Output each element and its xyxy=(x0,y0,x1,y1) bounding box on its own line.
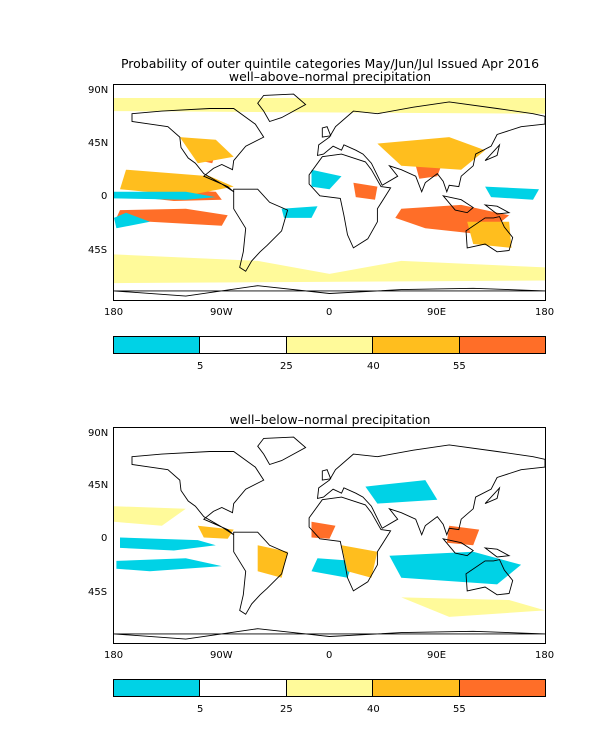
probability-region xyxy=(114,98,545,114)
coastline xyxy=(308,496,392,592)
probability-region xyxy=(120,537,216,551)
probability-region xyxy=(311,558,354,578)
probability-region xyxy=(311,521,336,539)
colorbar-tick-55: 55 xyxy=(453,704,466,715)
coastline xyxy=(316,101,545,194)
panel-2-lat-45s: 45S xyxy=(88,587,108,598)
panel-2-colorbar xyxy=(113,679,546,697)
colorbar-segment xyxy=(286,337,374,353)
coastline xyxy=(321,469,332,481)
panel-2-lon-180w: 180 xyxy=(104,650,124,661)
colorbar-tick-5: 5 xyxy=(197,704,204,715)
panel-2-lon-90e: 90E xyxy=(427,650,447,661)
coastline xyxy=(233,188,289,272)
coastline xyxy=(321,126,332,138)
panel-1-colorbar xyxy=(113,336,546,354)
probability-region xyxy=(377,137,486,170)
probability-region xyxy=(257,545,288,578)
coastline xyxy=(316,444,545,537)
colorbar-segment xyxy=(114,680,201,696)
panel-1-lon-90e: 90E xyxy=(427,307,447,318)
panel-1-lat-0: 0 xyxy=(101,191,108,202)
panel-1-lat-45s: 45S xyxy=(88,245,108,256)
coastline xyxy=(484,143,501,162)
coastline xyxy=(484,486,501,505)
panel-1-map xyxy=(113,84,546,301)
colorbar-tick-25: 25 xyxy=(280,704,293,715)
panel-2-lon-180e: 180 xyxy=(535,650,555,661)
panel-2-lon-0: 0 xyxy=(326,650,333,661)
colorbar-tick-55: 55 xyxy=(453,361,466,372)
map-canvas xyxy=(114,436,545,640)
probability-region xyxy=(365,480,438,504)
colorbar-tick-25: 25 xyxy=(280,361,293,372)
probability-region xyxy=(353,182,378,200)
coastline xyxy=(131,451,265,536)
probability-region xyxy=(197,525,234,539)
coastline xyxy=(114,628,545,640)
colorbar-tick-40: 40 xyxy=(367,361,380,372)
coastline xyxy=(442,195,474,214)
coastline xyxy=(442,538,474,557)
coastline xyxy=(308,153,392,249)
coastline xyxy=(465,216,514,253)
panel-2-lat-45n: 45N xyxy=(88,480,109,491)
coastline xyxy=(131,108,265,193)
coastline xyxy=(465,559,514,596)
panel-1-lon-90w: 90W xyxy=(210,307,233,318)
probability-region xyxy=(401,597,545,617)
panel-2-lat-0: 0 xyxy=(101,533,108,544)
colorbar-tick-40: 40 xyxy=(367,704,380,715)
probability-region xyxy=(281,206,318,218)
probability-region xyxy=(311,169,342,190)
panel-2-map xyxy=(113,427,546,644)
probability-region xyxy=(485,186,539,200)
panel-1-lon-0: 0 xyxy=(326,307,333,318)
coastline xyxy=(257,93,307,123)
probability-region xyxy=(114,212,150,229)
panel-1-lat-45n: 45N xyxy=(88,138,109,149)
colorbar-segment xyxy=(200,337,287,353)
colorbar-tick-5: 5 xyxy=(197,361,204,372)
colorbar-segment xyxy=(459,337,546,353)
map-canvas xyxy=(114,93,545,297)
probability-region xyxy=(116,208,228,226)
probability-region xyxy=(114,254,545,284)
probability-region xyxy=(467,221,512,248)
panel-1-lat-90n: 90N xyxy=(88,85,109,96)
probability-region xyxy=(114,506,186,526)
probability-region xyxy=(341,545,378,578)
probability-region xyxy=(120,169,234,196)
colorbar-segment xyxy=(459,680,546,696)
figure-title: Probability of outer quintile categories… xyxy=(120,56,540,71)
coastline xyxy=(483,547,511,558)
panel-2-lon-90w: 90W xyxy=(210,650,233,661)
colorbar-segment xyxy=(286,680,374,696)
panel-1-lon-180e: 180 xyxy=(535,307,555,318)
probability-region xyxy=(116,558,222,572)
colorbar-segment xyxy=(114,337,201,353)
panel-2-subtitle: well–below–normal precipitation xyxy=(229,412,431,427)
panel-2-lat-90n: 90N xyxy=(88,428,109,439)
probability-region xyxy=(179,137,234,164)
colorbar-segment xyxy=(200,680,287,696)
coastline xyxy=(233,531,289,615)
colorbar-segment xyxy=(373,680,460,696)
colorbar-segment xyxy=(373,337,460,353)
probability-region xyxy=(114,191,216,200)
panel-1-subtitle: well–above–normal precipitation xyxy=(228,69,432,84)
probability-region xyxy=(389,551,522,585)
probability-region xyxy=(446,525,480,546)
coastline xyxy=(114,285,545,297)
coastline xyxy=(483,204,511,215)
panel-1-lon-180w: 180 xyxy=(104,307,124,318)
coastline xyxy=(257,436,307,466)
